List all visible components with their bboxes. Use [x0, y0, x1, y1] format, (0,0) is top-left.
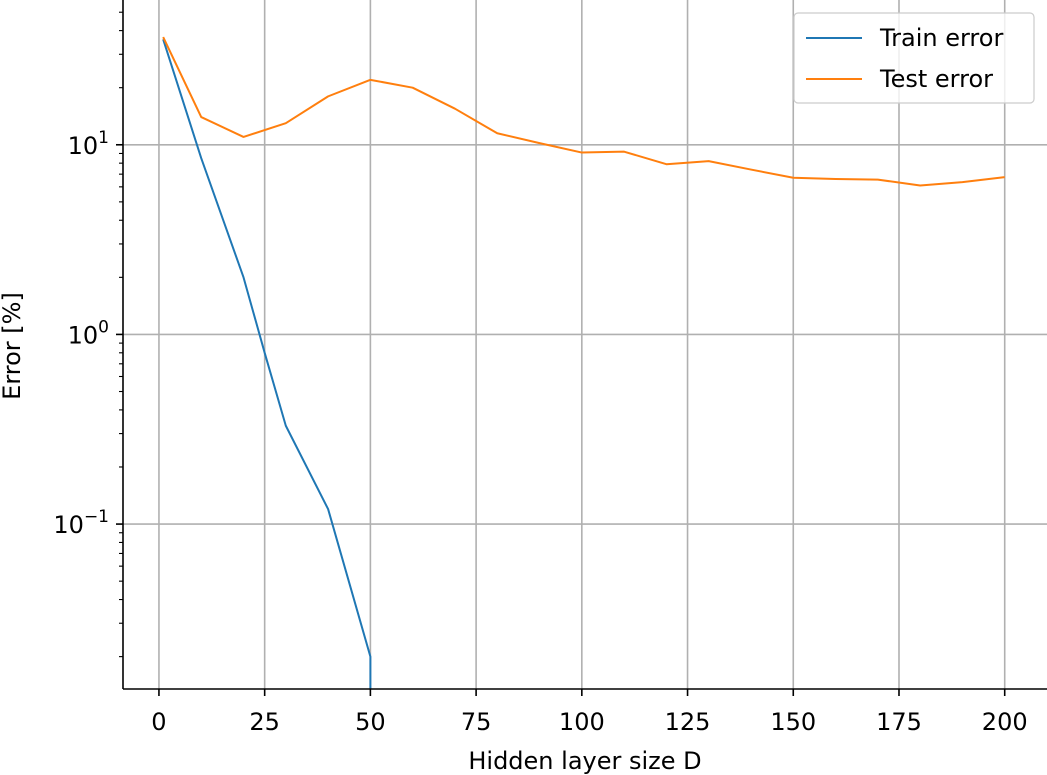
x-tick-label: 175	[876, 708, 922, 736]
x-tick-label: 200	[982, 708, 1028, 736]
x-axis-label: Hidden layer size D	[468, 747, 701, 775]
legend-label-test: Test error	[879, 65, 993, 93]
x-tick-label: 25	[249, 708, 280, 736]
series-line-test	[162, 36, 1005, 187]
series-lines	[162, 36, 1005, 689]
y-tick-label: 10−1	[53, 507, 109, 539]
legend-label-train: Train error	[879, 24, 1003, 52]
series-line-train	[162, 38, 372, 689]
x-tick-label: 75	[461, 708, 492, 736]
x-tick-label: 125	[665, 708, 711, 736]
axes	[122, 0, 1047, 690]
y-axis-label: Error [%]	[0, 292, 26, 400]
legend-box	[793, 12, 1035, 104]
x-tick-label: 0	[151, 708, 166, 736]
grid	[123, 0, 1047, 689]
x-tick-label: 100	[559, 708, 605, 736]
x-tick-label: 150	[770, 708, 816, 736]
x-tick-label: 50	[355, 708, 386, 736]
legend: Train error Test error	[793, 12, 1035, 104]
y-tick-label: 101	[68, 128, 109, 160]
y-tick-label: 100	[68, 317, 109, 349]
ticks: 0 25 50 75 100 125 150 175 200 10−1 100 101	[53, 11, 1028, 736]
